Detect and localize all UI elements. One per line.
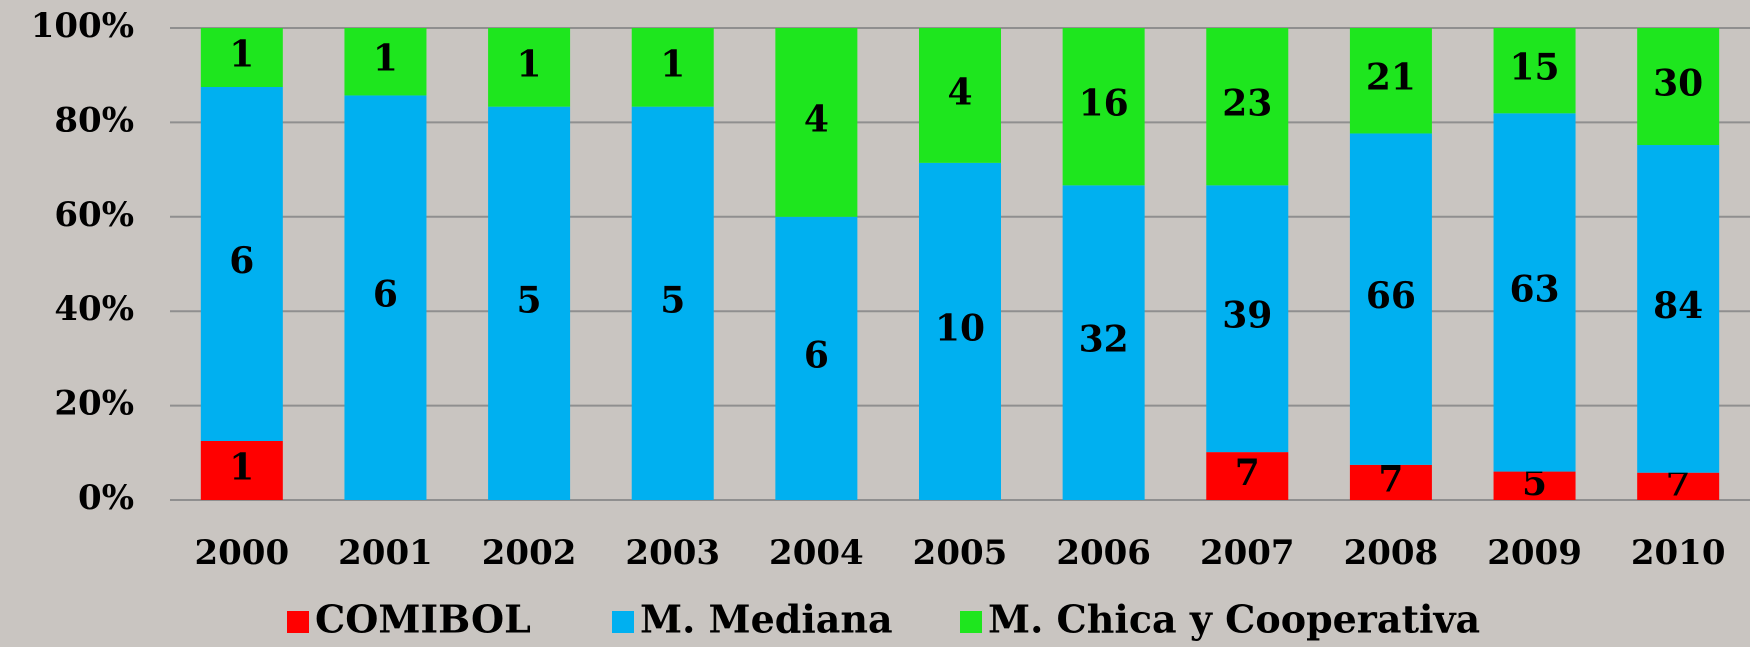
data-label: 30 — [1653, 63, 1703, 105]
bar-segment — [344, 95, 427, 500]
data-label: 1 — [660, 43, 685, 85]
data-label: 1 — [517, 43, 542, 85]
x-tick-label: 2003 — [625, 533, 720, 573]
bar-segment — [631, 106, 714, 501]
bar-segment — [1493, 28, 1576, 114]
data-label: 7 — [1235, 452, 1260, 494]
bar-segment — [1062, 185, 1145, 501]
bar-segment — [1637, 28, 1720, 146]
data-label: 15 — [1509, 47, 1559, 89]
bar-segment — [200, 441, 283, 500]
bar-segment — [1062, 28, 1145, 186]
bar-segment — [1493, 113, 1576, 472]
data-label: 5 — [660, 279, 685, 321]
y-tick-label: 60% — [54, 195, 134, 235]
data-label: 1 — [229, 34, 254, 76]
bar-segment — [344, 28, 427, 96]
data-label: 4 — [947, 71, 972, 113]
data-label: 23 — [1222, 83, 1272, 125]
bar-segment — [919, 162, 1001, 500]
bar-segment — [1206, 28, 1289, 186]
bar-segment — [488, 106, 571, 501]
legend-label: COMIBOL — [315, 597, 531, 642]
bar-segment — [1206, 452, 1289, 500]
data-label: 10 — [935, 307, 985, 349]
bar-segment — [1637, 472, 1720, 500]
data-label: 5 — [517, 279, 542, 321]
y-tick-label: 0% — [78, 478, 134, 518]
bar-segment — [1349, 464, 1432, 500]
bar-segment — [200, 87, 283, 441]
x-tick-label: 2005 — [913, 533, 1008, 573]
x-tick-label: 2009 — [1487, 533, 1582, 573]
data-label: 6 — [229, 240, 254, 282]
x-tick-label: 2000 — [194, 533, 289, 573]
x-tick-label: 2004 — [769, 533, 864, 573]
y-tick-label: 100% — [31, 6, 134, 46]
data-label: 1 — [373, 38, 398, 80]
y-tick-label: 40% — [54, 289, 134, 329]
bar-segment — [775, 216, 858, 501]
x-tick-label: 2007 — [1200, 533, 1295, 573]
data-label: 63 — [1509, 268, 1559, 310]
legend-swatch — [960, 611, 982, 633]
legend-swatch — [287, 611, 309, 633]
x-tick-label: 2010 — [1631, 533, 1726, 573]
data-label: 6 — [804, 334, 829, 376]
bar-segment — [631, 28, 714, 107]
data-label: 66 — [1366, 275, 1416, 317]
data-label: 32 — [1079, 319, 1129, 361]
bar-segment — [488, 28, 571, 107]
y-tick-label: 20% — [54, 384, 134, 424]
data-label: 16 — [1079, 83, 1129, 125]
x-tick-label: 2006 — [1056, 533, 1151, 573]
data-label: 7 — [1378, 458, 1403, 500]
bar-segment — [919, 28, 1001, 163]
legend-swatch — [612, 611, 634, 633]
x-tick-label: 2008 — [1344, 533, 1439, 573]
bar-segment — [1206, 185, 1289, 453]
bar-segment — [775, 28, 858, 217]
data-label: 21 — [1366, 57, 1416, 99]
data-label: 6 — [373, 274, 398, 316]
y-tick-label: 80% — [54, 100, 134, 140]
x-tick-label: 2002 — [482, 533, 577, 573]
bar-segment — [1349, 28, 1432, 134]
bar-segment — [1349, 133, 1432, 465]
legend-label: M. Mediana — [640, 597, 893, 642]
bar-segment — [1493, 471, 1576, 500]
data-label: 84 — [1653, 285, 1703, 327]
data-label: 39 — [1222, 295, 1272, 337]
bar-segment — [1637, 145, 1720, 473]
legend-label: M. Chica y Cooperativa — [988, 597, 1480, 642]
data-label: 1 — [229, 447, 254, 489]
x-tick-label: 2001 — [338, 533, 433, 573]
bar-segment — [200, 28, 283, 87]
data-label: 4 — [804, 98, 829, 140]
